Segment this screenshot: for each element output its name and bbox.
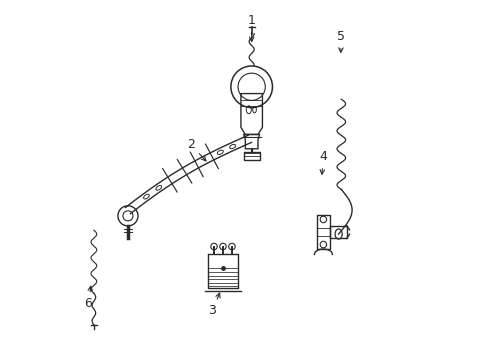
Text: 6: 6: [84, 286, 92, 310]
Text: 3: 3: [208, 293, 220, 318]
Text: 2: 2: [186, 138, 205, 161]
Text: 5: 5: [337, 30, 345, 52]
Text: 1: 1: [247, 14, 255, 41]
Text: 4: 4: [319, 150, 326, 174]
